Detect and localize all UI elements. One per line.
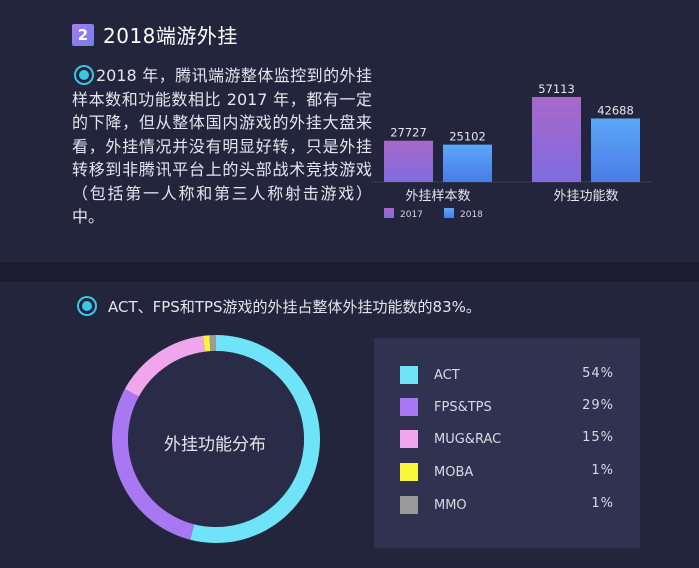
bar [591,118,640,182]
donut-hole [128,351,304,527]
legend-value: 1% [591,463,614,478]
top-section [0,0,699,262]
bar [384,140,433,182]
section-number-badge: 2 [72,23,94,46]
legend-swatch [444,208,454,218]
donut-slice [112,388,195,540]
bar-data-label: 57113 [538,82,575,96]
section-title: 2018端游外挂 [103,24,238,48]
legend-swatch [400,463,418,481]
legend-label: FPS&TPS [434,400,492,415]
legend-label: MUG&RAC [434,432,502,447]
legend-value: 54% [582,366,614,381]
legend-item: MOBA 1% [374,463,640,483]
donut-slice [209,335,216,352]
legend-value: 15% [582,430,614,445]
legend-swatch [400,366,418,384]
bullet-dot-icon [79,298,95,314]
bar-data-label: 42688 [597,103,634,117]
legend-label: MOBA [434,465,474,480]
legend-item: FPS&TPS 29% [374,398,640,418]
legend-swatch [400,398,418,416]
pie-legend: ACT 54% FPS&TPS 29% MUG&RAC 15% MOBA 1% … [374,338,640,548]
legend-item: MMO 1% [374,496,640,516]
donut-center-label: 外挂功能分布 [164,435,266,455]
x-tick-label: 外挂样本数 [405,189,470,204]
legend-swatch [384,208,394,218]
legend-item: ACT 54% [374,366,640,386]
donut-slice [124,335,205,397]
section-header: 2 2018端游外挂 [72,20,238,49]
bar-chart: 27727 25102 外挂样本数 57113 42688 外挂功能数 2017 2018 [372,82,652,220]
legend-label: ACT [434,368,460,383]
legend-swatch [400,430,418,448]
legend-label: 2018 [460,210,483,220]
bar-data-label: 25102 [449,130,486,144]
legend-value: 29% [582,398,614,413]
bullet-dot-icon [76,67,92,83]
intro-paragraph: 2018 年，腾讯端游整体监控到的外挂样本数和功能数相比 2017 年，都有一定… [72,66,372,226]
bar [443,144,492,182]
bar-data-label: 27727 [390,126,427,140]
donut-slice [202,335,211,352]
legend-value: 1% [591,496,614,511]
donut-slice [190,335,320,543]
x-tick-label: 外挂功能数 [553,189,618,204]
legend-swatch [400,496,418,514]
summary-text: ACT、FPS和TPS游戏的外挂占整体外挂功能数的83%。 [108,298,481,316]
bar [532,97,581,182]
section-divider [0,262,699,282]
legend-label: 2017 [400,210,423,220]
donut-chart [112,335,320,543]
legend-label: MMO [434,498,467,513]
legend-item: MUG&RAC 15% [374,430,640,450]
